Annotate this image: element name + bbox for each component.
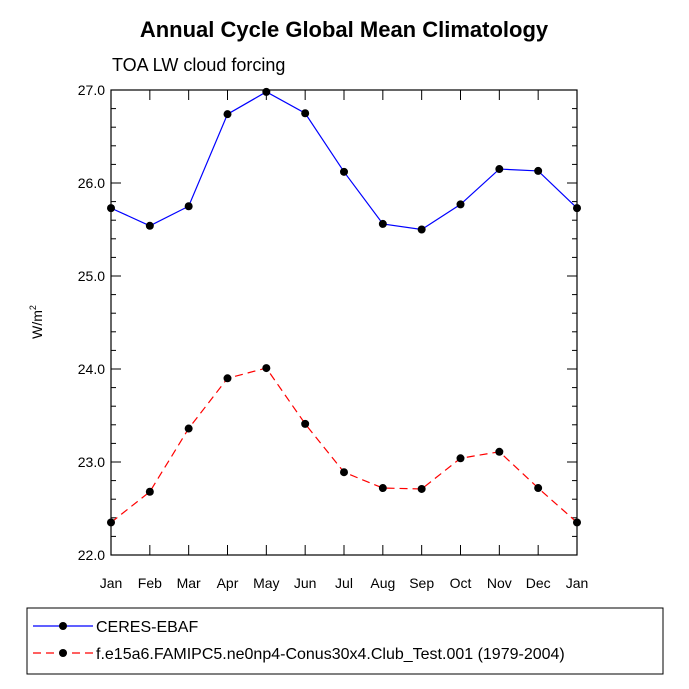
data-point-series-1	[340, 468, 348, 477]
chart-subtitle: TOA LW cloud forcing	[112, 55, 285, 75]
series-layer	[107, 87, 581, 527]
x-tick-label: Mar	[177, 575, 201, 591]
x-tick-label: Jul	[335, 575, 353, 591]
data-point-series-1	[534, 484, 543, 493]
x-tick-label: Feb	[138, 575, 162, 591]
data-point-series-0	[534, 166, 543, 175]
legend-label-ceres-ebaf: CERES-EBAF	[96, 619, 198, 636]
x-tick-label: Aug	[370, 575, 395, 591]
data-point-series-1	[223, 374, 232, 383]
data-point-series-0	[262, 87, 271, 96]
data-point-series-1	[456, 454, 465, 463]
x-tick-label: May	[253, 575, 279, 591]
data-point-series-0	[145, 221, 154, 230]
x-tick-label: Jan	[100, 575, 123, 591]
data-point-series-0	[456, 200, 465, 209]
y-tick-label: 24.0	[78, 361, 105, 377]
y-tick-label: 25.0	[78, 268, 105, 284]
legend-label-model: f.e15a6.FAMIPC5.ne0np4-Conus30x4.Club_Te…	[96, 646, 565, 663]
x-tick-label: Jan	[566, 575, 589, 591]
data-point-series-0	[184, 202, 193, 211]
y-axis-label: W/m2	[28, 305, 45, 339]
y-tick-label: 22.0	[78, 547, 105, 563]
y-tick-label: 26.0	[78, 175, 105, 191]
data-point-series-0	[417, 225, 426, 234]
y-axis: 22.0 23.0 24.0 25.0 26.0 27.0	[78, 82, 577, 563]
x-tick-label: Dec	[526, 575, 551, 591]
data-point-series-1	[378, 484, 387, 493]
legend-box	[26, 607, 664, 675]
data-point-series-0	[301, 109, 310, 118]
y-tick-label: 23.0	[78, 454, 105, 470]
x-axis: Jan Feb Mar Apr May Jun Jul Aug Sep Oct Nov Dec Jan	[100, 90, 589, 591]
data-point-series-1	[573, 518, 581, 527]
plot-frame	[110, 89, 578, 556]
series-line-1	[110, 367, 578, 523]
data-point-series-1	[495, 447, 504, 456]
x-tick-label: Oct	[450, 575, 472, 591]
data-point-series-0	[107, 204, 115, 213]
x-tick-label: Sep	[409, 575, 434, 591]
y-axis-label-superscript: 2	[28, 305, 38, 310]
data-point-series-0	[223, 110, 232, 119]
x-tick-label: Jun	[294, 575, 317, 591]
data-point-series-1	[107, 518, 115, 527]
chart-title: Annual Cycle Global Mean Climatology	[140, 17, 549, 42]
data-point-series-0	[340, 167, 348, 176]
data-point-series-1	[301, 419, 310, 428]
legend-marker-model	[59, 649, 67, 657]
data-point-series-1	[262, 364, 271, 373]
series-line-0	[110, 91, 578, 231]
y-tick-label: 27.0	[78, 82, 105, 98]
x-tick-label: Apr	[217, 575, 239, 591]
data-point-series-0	[378, 219, 387, 228]
plot-border	[110, 89, 578, 556]
legend-marker-ceres-ebaf	[59, 622, 67, 630]
y-axis-label-text: W/m	[29, 310, 45, 339]
legend: CERES-EBAF f.e15a6.FAMIPC5.ne0np4-Conus3…	[26, 607, 664, 675]
x-tick-label: Nov	[487, 575, 512, 591]
data-point-series-1	[145, 487, 154, 496]
data-point-series-0	[573, 204, 581, 213]
data-point-series-0	[495, 165, 504, 174]
data-point-series-1	[184, 424, 193, 433]
data-point-series-1	[417, 484, 426, 493]
